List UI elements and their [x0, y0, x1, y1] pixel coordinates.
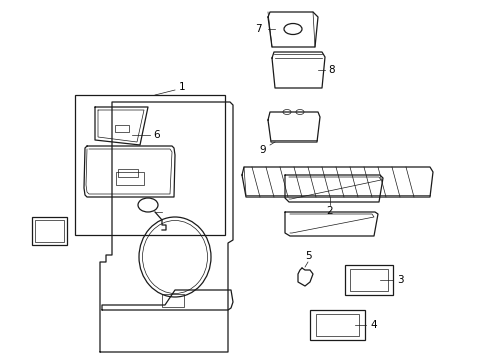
- Text: 8: 8: [329, 65, 335, 75]
- Bar: [350, 269, 388, 291]
- Bar: [115, 125, 129, 132]
- Bar: [35, 220, 64, 242]
- Bar: [345, 265, 393, 295]
- Text: 9: 9: [260, 145, 266, 155]
- Text: 3: 3: [397, 275, 403, 285]
- Bar: [116, 172, 144, 185]
- Bar: [32, 217, 67, 245]
- Text: 6: 6: [154, 130, 160, 140]
- Text: 1: 1: [179, 82, 185, 92]
- Bar: [162, 294, 184, 307]
- Bar: [310, 310, 365, 340]
- Text: 7: 7: [255, 24, 261, 34]
- Text: 2: 2: [327, 206, 333, 216]
- Bar: [75, 95, 225, 235]
- Text: 5: 5: [305, 251, 311, 261]
- Bar: [316, 314, 359, 336]
- Text: 4: 4: [371, 320, 377, 330]
- Bar: [118, 169, 138, 177]
